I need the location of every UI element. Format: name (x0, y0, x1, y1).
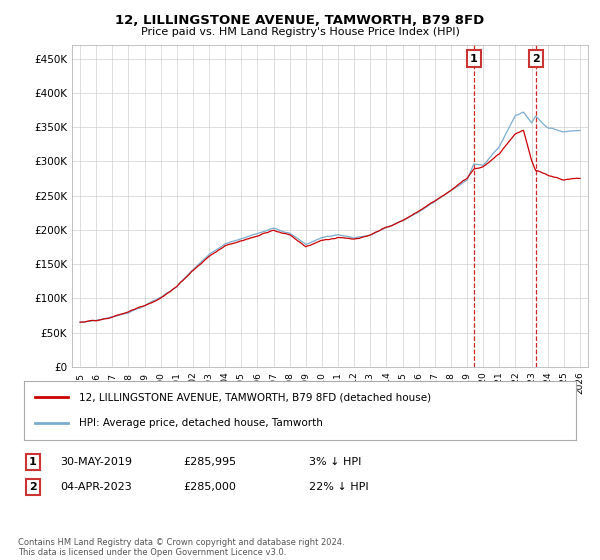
Text: 30-MAY-2019: 30-MAY-2019 (60, 457, 132, 467)
Text: 1: 1 (29, 457, 37, 467)
Text: 3% ↓ HPI: 3% ↓ HPI (309, 457, 361, 467)
Text: HPI: Average price, detached house, Tamworth: HPI: Average price, detached house, Tamw… (79, 418, 323, 428)
Text: Contains HM Land Registry data © Crown copyright and database right 2024.
This d: Contains HM Land Registry data © Crown c… (18, 538, 344, 557)
Text: 2: 2 (29, 482, 37, 492)
Text: £285,995: £285,995 (183, 457, 236, 467)
Text: 04-APR-2023: 04-APR-2023 (60, 482, 132, 492)
Text: 12, LILLINGSTONE AVENUE, TAMWORTH, B79 8FD: 12, LILLINGSTONE AVENUE, TAMWORTH, B79 8… (115, 14, 485, 27)
Text: £285,000: £285,000 (183, 482, 236, 492)
Text: 22% ↓ HPI: 22% ↓ HPI (309, 482, 368, 492)
Text: 12, LILLINGSTONE AVENUE, TAMWORTH, B79 8FD (detached house): 12, LILLINGSTONE AVENUE, TAMWORTH, B79 8… (79, 392, 431, 402)
Text: 1: 1 (470, 54, 478, 63)
Text: Price paid vs. HM Land Registry's House Price Index (HPI): Price paid vs. HM Land Registry's House … (140, 27, 460, 37)
Text: 2: 2 (532, 54, 539, 63)
